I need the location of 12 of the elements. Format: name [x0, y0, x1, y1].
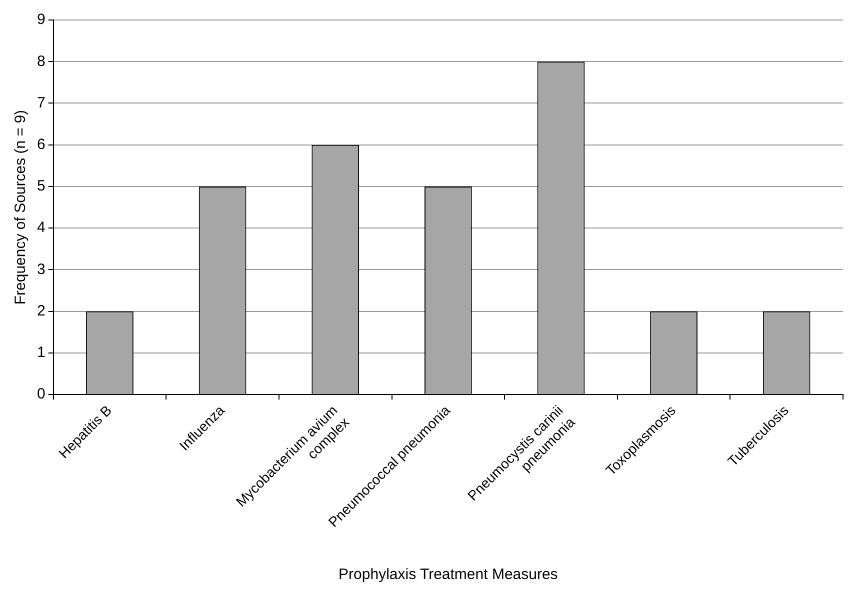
y-tick-label: 2	[37, 302, 46, 320]
y-tick-label: 5	[37, 178, 46, 195]
y-tick-label: 8	[37, 52, 46, 70]
y-tick-label: 4	[37, 219, 46, 236]
y-tick-label: 3	[37, 260, 46, 278]
y-tick-label: 9	[37, 11, 46, 28]
y-tick-label: 0	[37, 386, 46, 403]
y-tick-label: 6	[37, 136, 46, 153]
x-axis-title: Prophylaxis Treatment Measures	[338, 566, 558, 584]
y-tick-label: 7	[37, 94, 46, 112]
y-tick-label: 1	[37, 344, 46, 362]
y-axis-title: Frequency of Sources (n = 9)	[12, 110, 30, 305]
